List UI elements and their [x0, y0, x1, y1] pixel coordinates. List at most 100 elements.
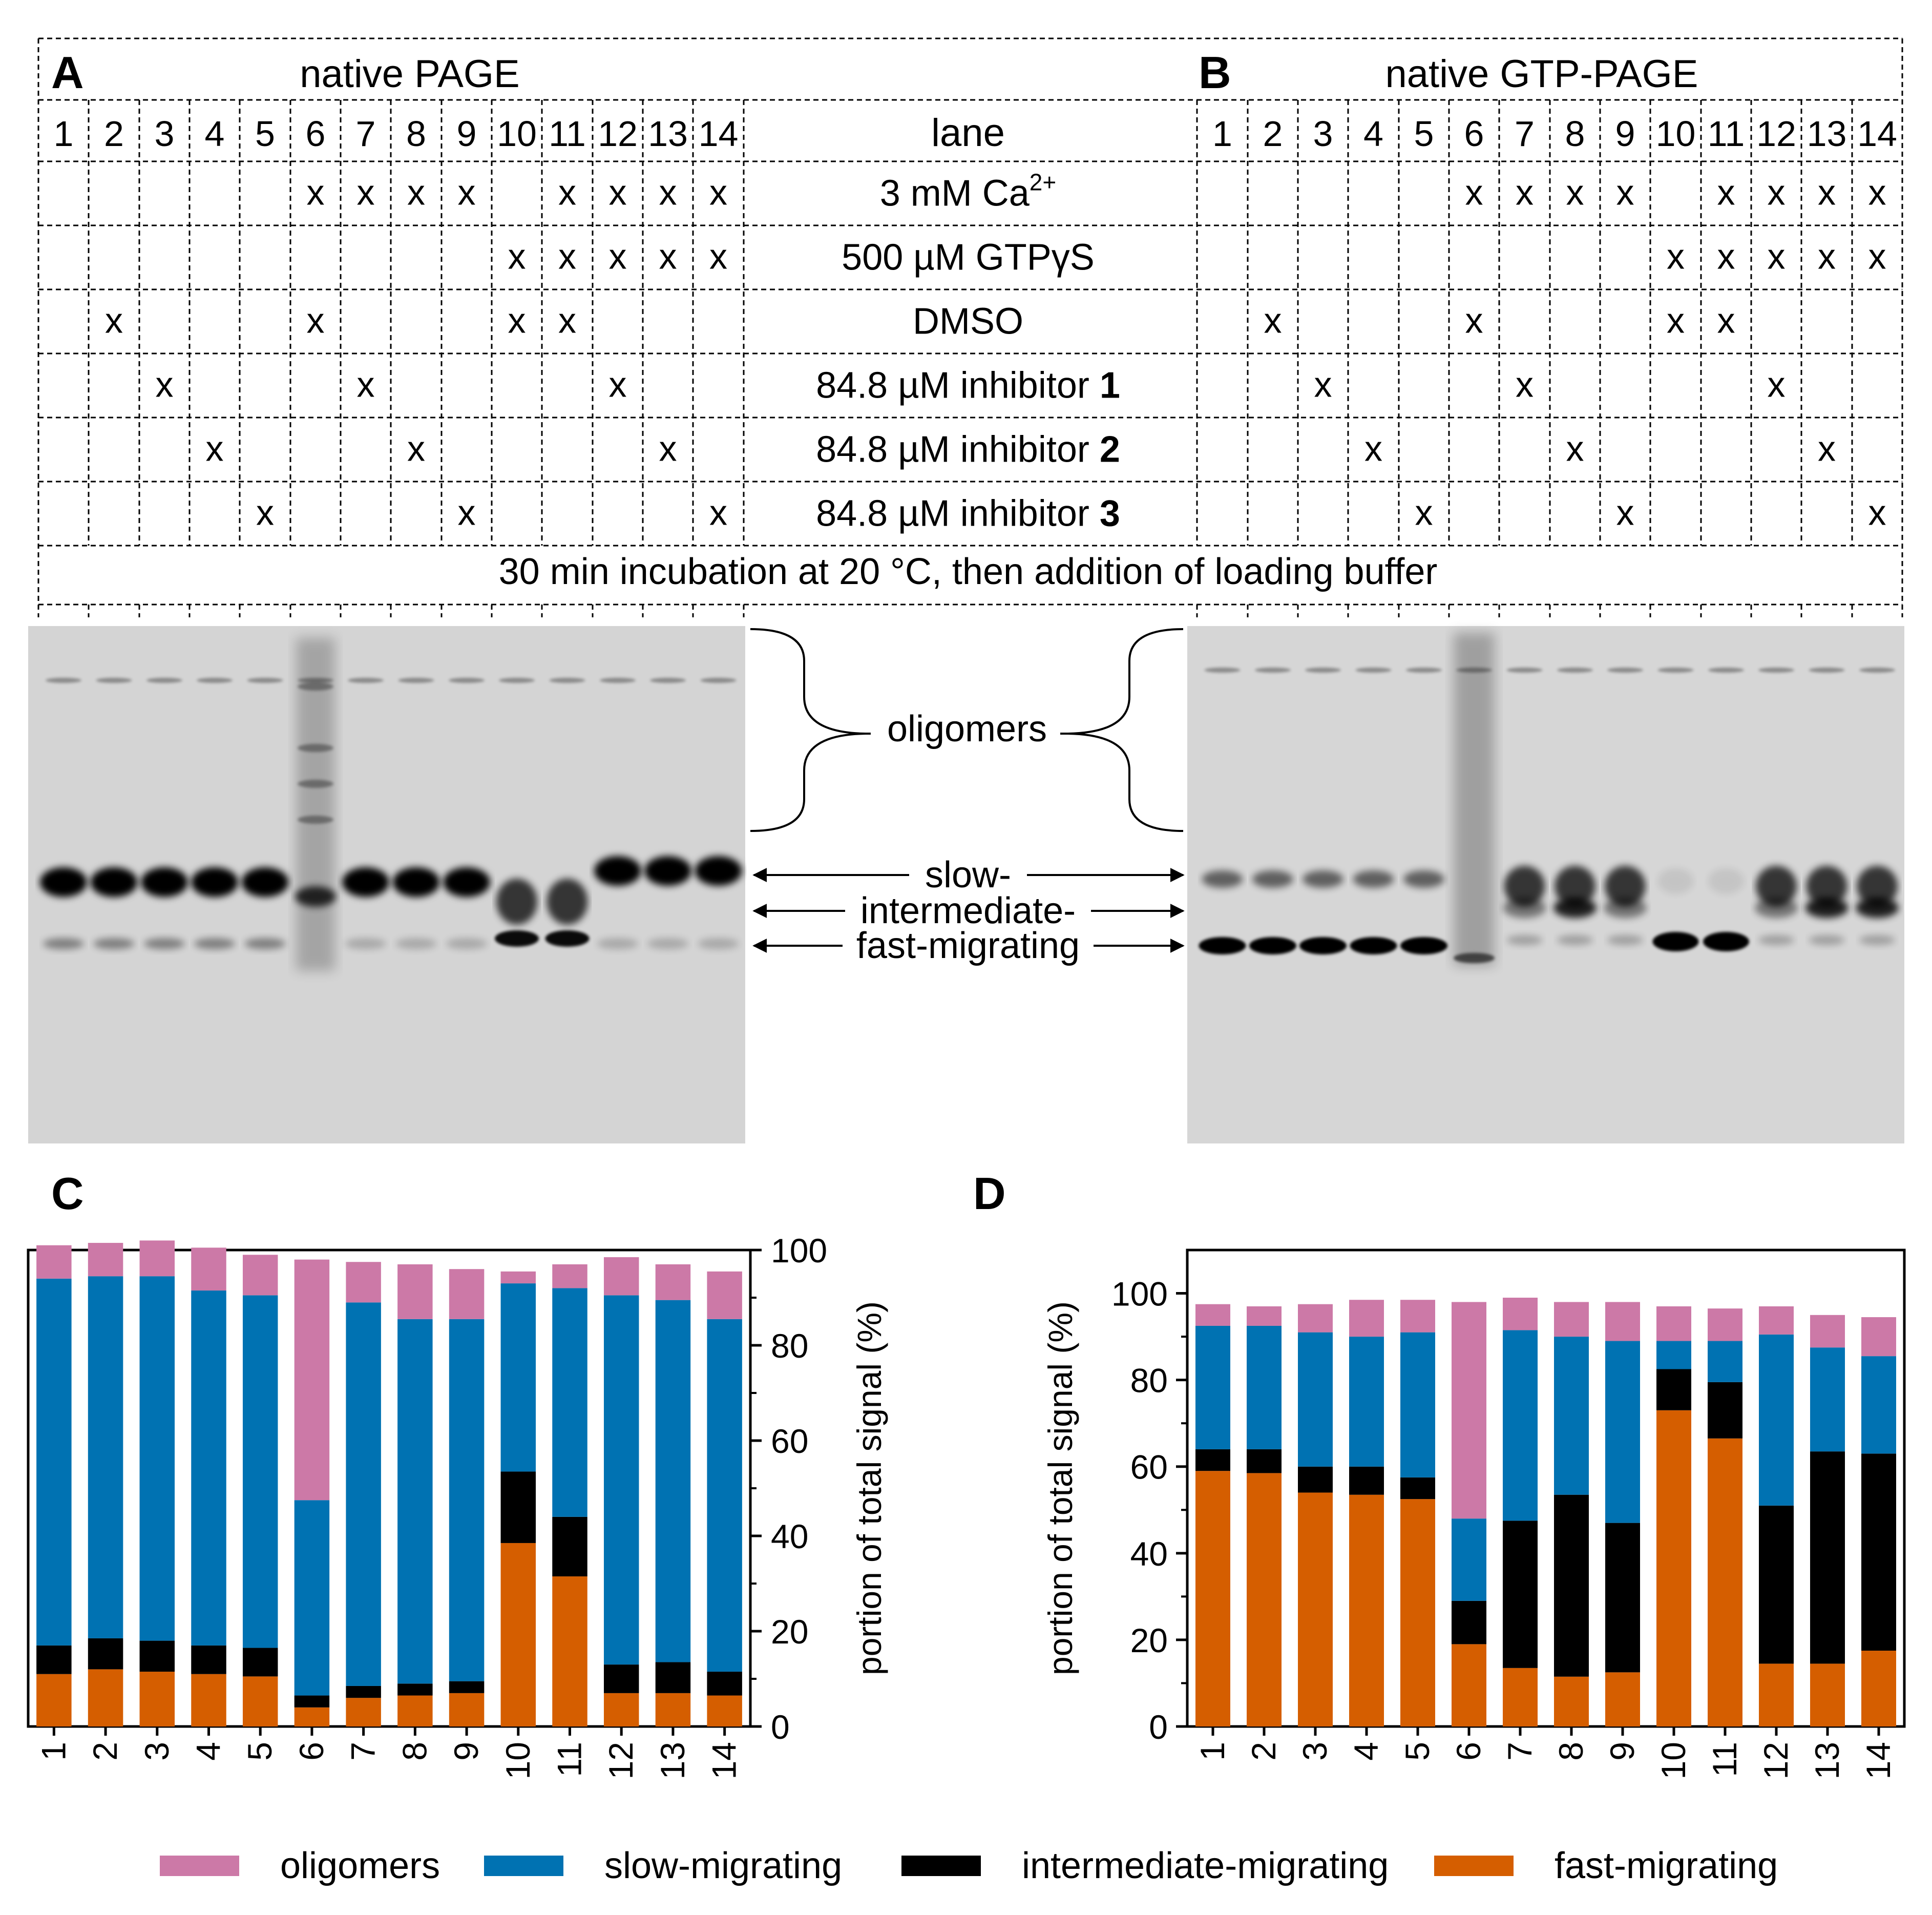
- intermediate-band: [1856, 898, 1899, 918]
- intermediate-band: [547, 879, 588, 925]
- condition-mark: x: [1465, 301, 1483, 341]
- bar-segment-intermediate-migrating: [1452, 1600, 1486, 1645]
- well-band: [1406, 668, 1442, 673]
- bar-segment-oligomers: [1861, 1317, 1896, 1357]
- fast-band: [395, 938, 437, 949]
- condition-mark: x: [357, 173, 375, 213]
- bar-segment-fast-migrating: [1349, 1494, 1384, 1726]
- bar-segment-fast-migrating: [36, 1674, 72, 1726]
- condition-mark: x: [1768, 237, 1786, 277]
- condition-mark: x: [1264, 301, 1282, 341]
- lane-number: 6: [1464, 114, 1484, 154]
- bar-segment-fast-migrating: [1759, 1663, 1794, 1726]
- lane-number: 4: [205, 114, 225, 154]
- lane-header: lane: [931, 111, 1005, 155]
- fast-band: [1350, 937, 1397, 954]
- condition-mark: x: [1818, 237, 1836, 277]
- x-tick-label: 1: [34, 1742, 72, 1761]
- lane-number: 6: [306, 114, 326, 154]
- bar-segment-oligomers: [1195, 1304, 1230, 1326]
- well-band: [1204, 668, 1241, 673]
- condition-mark: x: [307, 301, 325, 341]
- condition-mark: x: [1616, 493, 1634, 533]
- fast-band: [647, 938, 688, 949]
- x-tick-label: 4: [1347, 1742, 1385, 1761]
- condition-mark: x: [1516, 173, 1534, 213]
- condition-mark: x: [256, 493, 274, 533]
- bar-segment-fast-migrating: [500, 1543, 536, 1726]
- label-intermediate: intermediate-: [860, 890, 1076, 931]
- bar-segment-oligomers: [1349, 1300, 1384, 1337]
- bar-segment-oligomers: [1400, 1300, 1435, 1333]
- slow-band: [1202, 870, 1243, 888]
- bar-segment-oligomers: [1605, 1302, 1640, 1341]
- bar-segment-fast-migrating: [397, 1695, 433, 1726]
- bar-segment-oligomers: [1298, 1304, 1333, 1333]
- fast-band: [1703, 932, 1749, 951]
- lane-number: 8: [406, 114, 426, 154]
- well-band: [197, 678, 233, 683]
- fast-band: [345, 938, 386, 949]
- bar-segment-fast-migrating: [1298, 1492, 1333, 1726]
- well-band: [46, 678, 81, 683]
- slow-band: [1605, 866, 1646, 907]
- legend: oligomers slow-migrating intermediate-migr…: [160, 1845, 1778, 1886]
- label-fast: fast-migrating: [856, 925, 1080, 966]
- panel-d-letter: D: [973, 1168, 1006, 1219]
- intermediate-band: [1553, 898, 1597, 918]
- bar-segment-slow-migrating: [655, 1300, 691, 1662]
- bar-segment-slow-migrating: [1298, 1332, 1333, 1467]
- slow-band: [241, 867, 289, 897]
- bar-segment-intermediate-migrating: [1247, 1449, 1282, 1473]
- condition-label: DMSO: [913, 301, 1023, 342]
- lane-number: 7: [356, 114, 376, 154]
- lane-number: 2: [104, 114, 124, 154]
- intermediate-band: [496, 879, 537, 925]
- panel-b-title: native GTP-PAGE: [1385, 52, 1698, 96]
- bar-segment-oligomers: [552, 1264, 587, 1288]
- slow-band: [295, 886, 336, 907]
- bar-segment-intermediate-migrating: [655, 1662, 691, 1693]
- x-tick-label: 12: [602, 1742, 640, 1779]
- x-tick-label: 7: [1501, 1742, 1539, 1761]
- condition-mark: x: [1364, 429, 1382, 469]
- bar-segment-oligomers: [449, 1269, 485, 1319]
- x-tick-label: 3: [138, 1742, 176, 1761]
- well-band: [1859, 668, 1895, 673]
- bar-segment-oligomers: [707, 1271, 742, 1319]
- bar-segment-fast-migrating: [139, 1672, 175, 1726]
- fast-band: [1758, 935, 1794, 945]
- slow-band: [191, 867, 238, 897]
- condition-label: 500 µM GTPγS: [842, 237, 1095, 278]
- x-tick-label: 2: [86, 1742, 124, 1761]
- oligomer-band: [298, 780, 333, 788]
- bar-segment-slow-migrating: [1400, 1332, 1435, 1477]
- y-tick-label: 40: [771, 1517, 808, 1555]
- x-tick-label: 10: [1654, 1742, 1692, 1779]
- condition-mark: x: [1667, 237, 1685, 277]
- well-band: [449, 678, 485, 683]
- y-tick-label: 60: [771, 1422, 808, 1460]
- x-tick-label: 6: [292, 1742, 330, 1761]
- bar-segment-oligomers: [191, 1247, 226, 1291]
- well-band: [348, 678, 384, 683]
- fast-band: [144, 938, 185, 949]
- condition-mark: x: [659, 173, 677, 213]
- legend-label-oligomers: oligomers: [280, 1845, 440, 1886]
- condition-mark: x: [508, 237, 526, 277]
- bar-segment-oligomers: [294, 1259, 330, 1501]
- bar-segment-fast-migrating: [1656, 1410, 1691, 1726]
- well-band: [398, 678, 434, 683]
- legend-label-slow: slow-migrating: [604, 1845, 842, 1886]
- bar-segment-intermediate-migrating: [449, 1681, 485, 1693]
- x-tick-label: 9: [1603, 1742, 1641, 1761]
- lane-number: 13: [1807, 114, 1847, 154]
- plot-frame: [1186, 1248, 1906, 1728]
- lane-number: 2: [1263, 114, 1283, 154]
- bar-segment-oligomers: [1503, 1298, 1538, 1330]
- bar-segment-oligomers: [1656, 1306, 1691, 1341]
- bar-segment-slow-migrating: [603, 1295, 639, 1665]
- bar-segment-fast-migrating: [655, 1693, 691, 1726]
- condition-mark: x: [1667, 301, 1685, 341]
- condition-mark: x: [1768, 365, 1786, 405]
